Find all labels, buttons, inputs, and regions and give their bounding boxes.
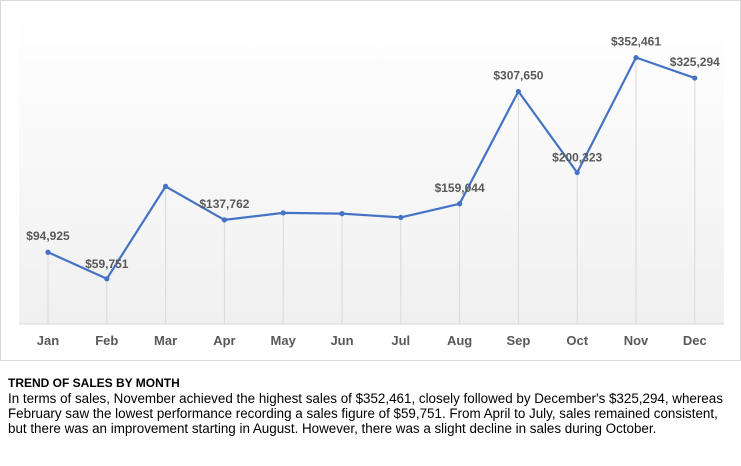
point-jun xyxy=(339,211,345,217)
point-aug xyxy=(457,201,463,207)
x-tick-apr: Apr xyxy=(213,333,235,348)
data-label-oct: $200,323 xyxy=(552,151,602,165)
x-tick-feb: Feb xyxy=(95,333,118,348)
point-apr xyxy=(221,217,227,223)
data-label-dec: $325,294 xyxy=(670,55,720,69)
x-tick-oct: Oct xyxy=(566,333,588,348)
plot-area xyxy=(19,11,724,324)
chart-panel: Jan Feb Mar Apr May Jun Jul Aug Sep Oct Nov Dec $94… xyxy=(0,0,741,361)
point-nov xyxy=(633,54,639,61)
data-label-aug: $159,044 xyxy=(435,181,485,195)
x-tick-jun: Jun xyxy=(330,333,353,348)
x-tick-aug: Aug xyxy=(447,333,472,348)
x-tick-dec: Dec xyxy=(683,333,707,348)
point-jan xyxy=(45,249,51,255)
point-dec xyxy=(692,75,698,81)
x-tick-nov: Nov xyxy=(624,333,649,348)
point-feb xyxy=(104,276,110,282)
data-label-feb: $59,751 xyxy=(85,257,129,271)
point-mar xyxy=(163,183,169,190)
point-jul xyxy=(398,214,404,221)
data-label-sep: $307,650 xyxy=(493,68,543,82)
x-tick-jan: Jan xyxy=(37,333,59,348)
data-label-jan: $94,925 xyxy=(26,229,70,243)
point-oct xyxy=(574,169,580,176)
caption-body: In terms of sales, November achieved the… xyxy=(8,391,723,436)
x-tick-may: May xyxy=(271,333,297,348)
line-chart: Jan Feb Mar Apr May Jun Jul Aug Sep Oct Nov Dec $94… xyxy=(19,11,724,348)
caption-title: TREND OF SALES BY MONTH xyxy=(8,376,180,390)
data-label-nov: $352,461 xyxy=(611,35,661,49)
data-label-apr: $137,762 xyxy=(199,197,249,211)
point-sep xyxy=(515,88,522,95)
x-tick-jul: Jul xyxy=(391,333,410,348)
point-may xyxy=(280,210,286,216)
sales-line xyxy=(46,56,696,280)
x-tick-sep: Sep xyxy=(506,333,530,348)
x-tick-mar: Mar xyxy=(154,333,177,348)
caption: TREND OF SALES BY MONTH In terms of sale… xyxy=(8,376,736,436)
